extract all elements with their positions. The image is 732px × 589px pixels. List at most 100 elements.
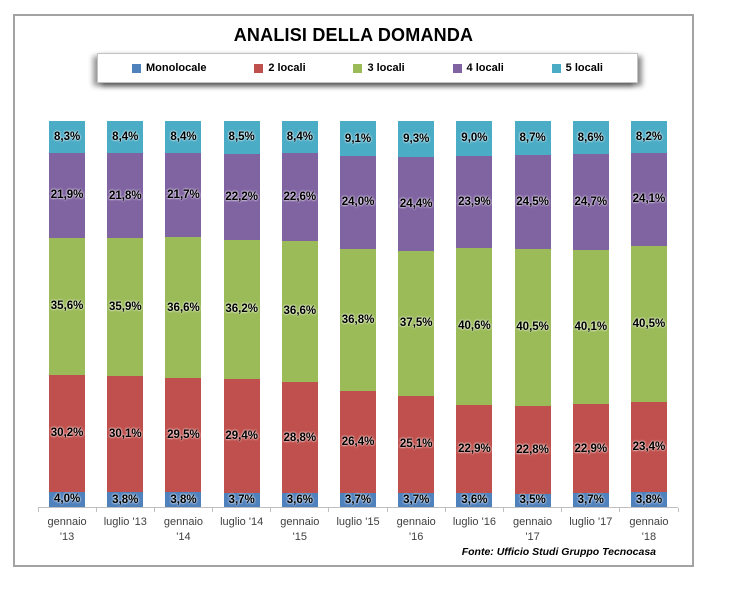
- bar-segment-3-locali: 36,6%: [165, 237, 202, 379]
- stacked-bar: 3,7% 25,1% 37,5% 24,4% 9,3%: [398, 121, 435, 507]
- segment-data-label: 36,6%: [283, 305, 317, 318]
- bar-segment-3-locali: 35,6%: [49, 237, 86, 375]
- bar-segment-3-locali: 40,5%: [514, 249, 551, 406]
- segment-data-label: 8,4%: [170, 131, 197, 144]
- x-axis-ticks: [37, 508, 679, 513]
- stacked-bar: 3,7% 26,4% 36,8% 24,0% 9,1%: [340, 121, 377, 507]
- bar-segment-5-locali: 8,5%: [223, 121, 260, 154]
- legend-swatch-3-locali: [353, 63, 363, 73]
- segment-data-label: 37,5%: [399, 317, 433, 330]
- bar-column: 3,6% 22,9% 40,6% 23,9% 9,0%: [445, 121, 503, 507]
- segment-data-label: 8,4%: [286, 131, 313, 144]
- stacked-bar: 3,8% 23,4% 40,5% 24,1% 8,2%: [630, 121, 667, 507]
- axis-tick: [502, 508, 504, 512]
- chart-frame: ANALISI DELLA DOMANDA Monolocale 2 locali…: [13, 14, 694, 567]
- legend-label: 2 locali: [268, 62, 306, 74]
- segment-data-label: 40,5%: [516, 321, 549, 334]
- stacked-bar: 3,8% 30,1% 35,9% 21,8% 8,4%: [107, 121, 144, 507]
- segment-data-label: 3,5%: [519, 494, 546, 507]
- bar-column: 3,7% 26,4% 36,8% 24,0% 9,1%: [329, 121, 387, 507]
- bar-segment-monolocale: 3,8%: [165, 492, 202, 507]
- segment-data-label: 8,3%: [53, 131, 81, 144]
- bar-segment-2-locali: 23,4%: [630, 402, 667, 493]
- segment-data-label: 30,2%: [50, 427, 84, 440]
- bar-column: 3,5% 22,8% 40,5% 24,5% 8,7%: [504, 121, 562, 507]
- bar-segment-4-locali: 24,1%: [630, 152, 667, 246]
- x-axis-category-label: gennaio '15: [280, 516, 320, 543]
- stacked-bar: 3,7% 29,4% 36,2% 22,2% 8,5%: [223, 121, 260, 507]
- bar-segment-5-locali: 9,3%: [398, 121, 435, 157]
- legend-item-2-locali: 2 locali: [254, 62, 306, 74]
- bar-segment-2-locali: 25,1%: [398, 395, 435, 493]
- segment-data-label: 3,8%: [170, 493, 197, 506]
- x-axis-category-label: luglio '15: [336, 516, 380, 528]
- segment-data-label: 3,7%: [344, 493, 372, 506]
- bar-segment-4-locali: 22,2%: [223, 153, 260, 240]
- segment-data-label: 24,7%: [574, 195, 608, 208]
- bar-segment-5-locali: 8,4%: [165, 121, 202, 154]
- x-axis-category-label: luglio '14: [220, 516, 264, 528]
- bar-segment-3-locali: 40,6%: [456, 248, 493, 405]
- bar-segment-monolocale: 3,8%: [107, 492, 144, 507]
- bar-segment-2-locali: 26,4%: [340, 390, 377, 493]
- segment-data-label: 9,1%: [344, 132, 372, 145]
- segment-data-label: 35,9%: [108, 300, 142, 313]
- bar-segment-4-locali: 21,9%: [49, 153, 86, 238]
- segment-data-label: 22,9%: [574, 442, 608, 455]
- bar-segment-2-locali: 28,8%: [281, 381, 318, 494]
- bar-segment-4-locali: 24,0%: [340, 156, 377, 249]
- stacked-bar: 3,5% 22,8% 40,5% 24,5% 8,7%: [514, 121, 551, 507]
- axis-tick: [677, 508, 679, 512]
- legend-item-monolocale: Monolocale: [132, 62, 207, 74]
- bar-segment-5-locali: 8,4%: [107, 121, 144, 154]
- segment-data-label: 29,4%: [225, 429, 258, 442]
- segment-data-label: 8,7%: [519, 131, 546, 144]
- segment-data-label: 24,1%: [632, 193, 666, 206]
- segment-data-label: 8,6%: [577, 131, 604, 144]
- bar-segment-monolocale: 4,0%: [49, 491, 86, 507]
- bar-column: 3,7% 29,4% 36,2% 22,2% 8,5%: [213, 121, 271, 507]
- bar-segment-3-locali: 40,5%: [630, 245, 667, 403]
- bar-segment-5-locali: 9,0%: [456, 121, 493, 156]
- legend-swatch-5-locali: [551, 63, 561, 73]
- legend-item-4-locali: 4 locali: [452, 62, 504, 74]
- axis-tick: [561, 508, 563, 512]
- segment-data-label: 3,6%: [286, 494, 313, 507]
- bar-segment-monolocale: 3,7%: [398, 492, 435, 507]
- plot-area: 4,0% 30,2% 35,6% 21,9% 8,3% 3,8% 30,1% 35,9% 21,…: [38, 121, 678, 508]
- legend-swatch-2-locali: [254, 63, 264, 73]
- bar-segment-2-locali: 22,9%: [456, 404, 493, 494]
- segment-data-label: 8,2%: [635, 130, 663, 143]
- stacked-bar: 4,0% 30,2% 35,6% 21,9% 8,3%: [49, 121, 86, 507]
- x-axis-category-label: gennaio '16: [396, 516, 436, 543]
- bar-segment-monolocale: 3,6%: [456, 493, 493, 507]
- bar-column: 3,8% 30,1% 35,9% 21,8% 8,4%: [96, 121, 154, 507]
- axis-tick: [386, 508, 388, 512]
- segment-data-label: 23,4%: [632, 441, 666, 454]
- segment-data-label: 26,4%: [341, 435, 375, 448]
- bar-segment-3-locali: 35,9%: [107, 237, 144, 377]
- segment-data-label: 29,5%: [167, 429, 200, 442]
- bar-segment-4-locali: 21,7%: [165, 153, 202, 238]
- x-axis-category-label: luglio '16: [452, 516, 496, 528]
- segment-data-label: 21,7%: [167, 189, 200, 202]
- legend-label: 4 locali: [466, 62, 504, 74]
- bar-segment-5-locali: 8,2%: [630, 121, 667, 153]
- axis-tick: [328, 508, 330, 512]
- legend-label: Monolocale: [146, 62, 207, 74]
- segment-data-label: 36,2%: [225, 303, 258, 316]
- segment-data-label: 3,7%: [228, 493, 255, 506]
- segment-data-label: 40,6%: [458, 320, 491, 333]
- bar-segment-5-locali: 8,7%: [514, 121, 551, 155]
- segment-data-label: 9,3%: [403, 132, 430, 145]
- bar-segment-4-locali: 24,4%: [398, 156, 435, 252]
- legend-item-3-locali: 3 locali: [353, 62, 405, 74]
- segment-data-label: 21,8%: [108, 189, 142, 202]
- axis-tick: [37, 508, 39, 512]
- bar-segment-4-locali: 24,5%: [514, 154, 551, 250]
- stacked-bar: 3,8% 29,5% 36,6% 21,7% 8,4%: [165, 121, 202, 507]
- segment-data-label: 3,8%: [112, 493, 139, 506]
- bar-segment-4-locali: 21,8%: [107, 153, 144, 238]
- segment-data-label: 24,0%: [341, 196, 375, 209]
